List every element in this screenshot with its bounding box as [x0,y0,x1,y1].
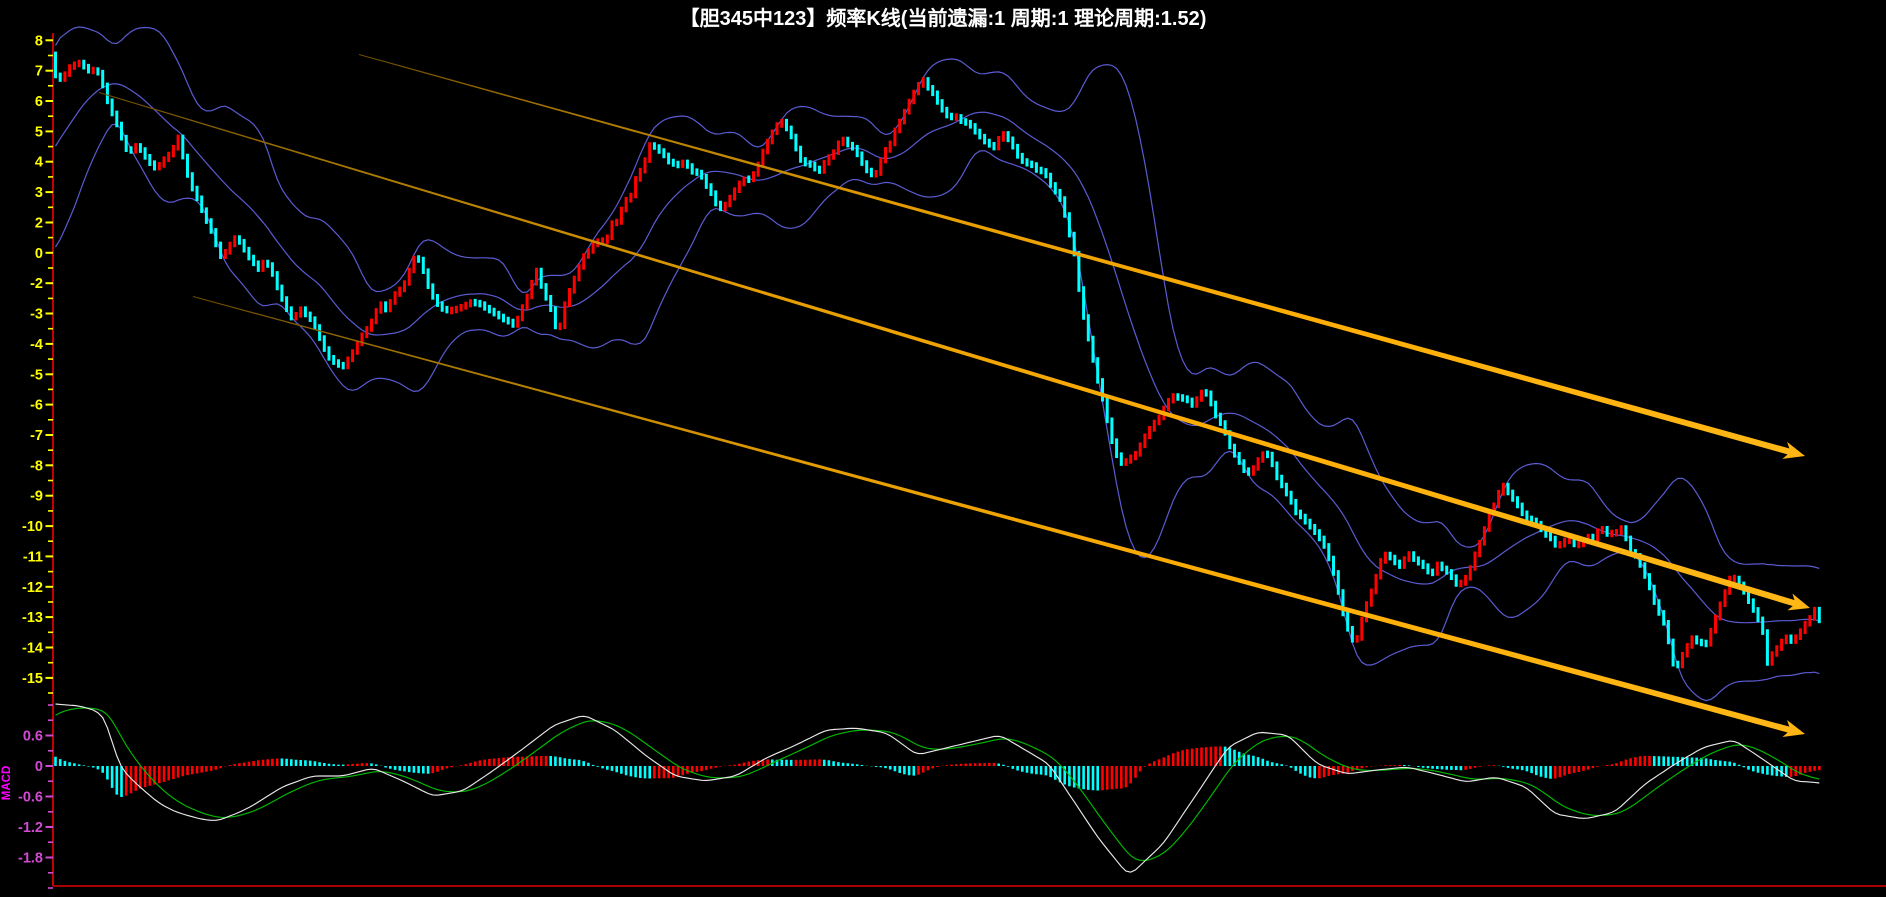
svg-text:3: 3 [35,185,43,201]
svg-text:-1.8: -1.8 [18,851,43,867]
svg-text:2: 2 [35,216,43,232]
svg-text:-8: -8 [30,458,43,474]
svg-text:-11: -11 [23,549,43,565]
svg-text:-3: -3 [30,307,43,323]
svg-text:-9: -9 [30,489,43,505]
svg-text:6: 6 [35,94,43,110]
svg-text:【胆345中123】频率K线(当前遗漏:1 周期:1 理论周: 【胆345中123】频率K线(当前遗漏:1 周期:1 理论周期:1.52) [680,6,1207,30]
svg-text:-7: -7 [30,428,43,444]
svg-text:7: 7 [35,64,43,80]
svg-text:-10: -10 [22,519,43,535]
svg-text:8: 8 [35,33,43,49]
svg-text:-2: -2 [30,276,43,292]
svg-text:-14: -14 [22,641,43,657]
svg-text:MACD: MACD [1,766,13,801]
svg-text:-4: -4 [30,337,43,353]
svg-text:-12: -12 [22,580,43,596]
svg-text:0: 0 [35,759,43,775]
svg-text:-5: -5 [30,367,43,383]
svg-text:-13: -13 [22,610,43,626]
svg-text:0: 0 [35,246,43,262]
svg-text:0.6: 0.6 [23,729,43,745]
svg-text:-1.2: -1.2 [18,820,43,836]
svg-text:-0.6: -0.6 [18,790,43,806]
svg-text:4: 4 [35,155,43,171]
svg-text:-6: -6 [30,398,43,414]
svg-text:-15: -15 [22,671,43,687]
svg-text:5: 5 [35,124,43,140]
